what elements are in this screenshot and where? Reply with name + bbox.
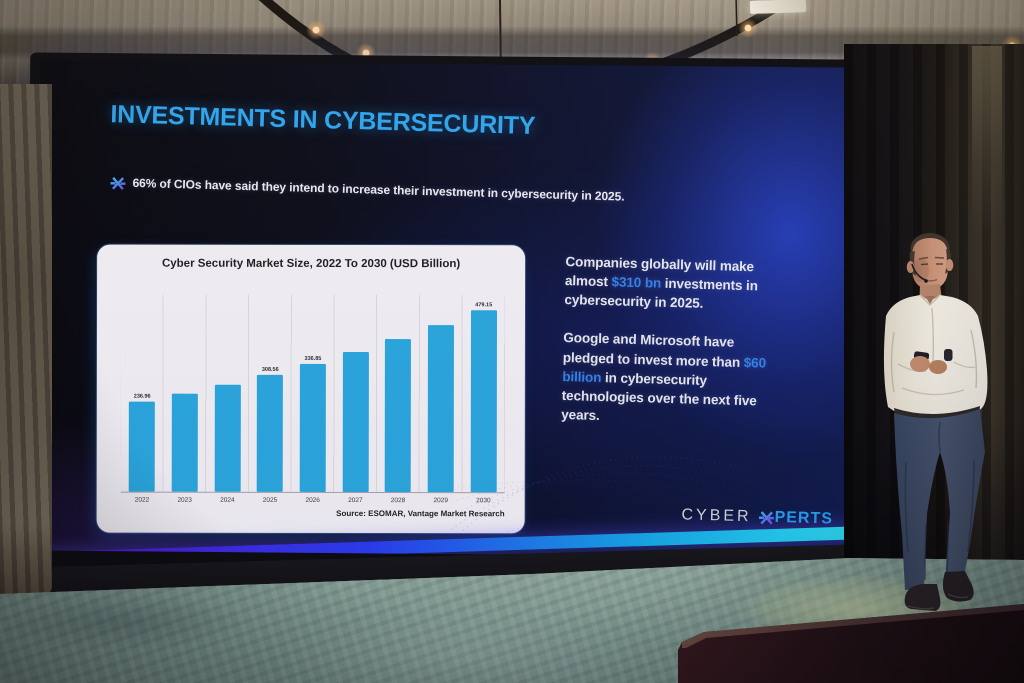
stat-paragraph-google-microsoft: Google and Microsoft have pledged to inv…: [561, 328, 774, 430]
bar-year-label: 2025: [262, 496, 278, 504]
bar-year-label: 2028: [390, 497, 406, 505]
bar: [385, 339, 412, 493]
bar-slot: [419, 295, 462, 493]
bar: [257, 374, 284, 492]
bar-year-label: 2026: [305, 496, 320, 504]
bar-year-label: 2022: [134, 496, 150, 504]
ceiling-light-fixture: [749, 0, 807, 14]
bar-value-label: 479.15: [475, 302, 493, 309]
speaker-hands: [910, 349, 953, 374]
stat-highlight-310bn: $310 bn: [611, 274, 662, 291]
bar: [299, 363, 326, 492]
bar: [214, 384, 241, 492]
bullet-text: 66% of CIOs have said they intend to inc…: [132, 175, 625, 204]
stat-text: Google and Microsoft have pledged to inv…: [562, 330, 744, 370]
cyberxperts-x-logo-icon: [759, 510, 775, 525]
cyberxperts-logo: CYBER PERTS: [681, 506, 833, 528]
speaker-shirt: [883, 294, 988, 419]
bar: [342, 352, 369, 493]
bar-year-label: 2024: [220, 496, 235, 504]
chart-plot: 236.96 308.56 336.85 479.15: [120, 294, 506, 494]
bar-year-label: 2030: [476, 497, 491, 505]
bar-value-label: 336.85: [304, 355, 322, 362]
logo-text-cyber: CYBER: [681, 506, 752, 526]
bar-slot: 236.96: [121, 295, 164, 492]
slide: INVESTMENTS IN CYBERSECURITY 66% of CIOs…: [35, 60, 849, 558]
concrete-pillar: [972, 46, 1002, 236]
cyberxperts-x-icon: [110, 177, 126, 190]
wristwatch: [944, 349, 953, 361]
logo-text-perts: PERTS: [774, 508, 834, 528]
bar-year-label: 2027: [348, 496, 363, 505]
bar: [171, 393, 198, 492]
chart-card: Cyber Security Market Size, 2022 To 2030…: [96, 244, 526, 534]
speaker-jeans: [894, 409, 985, 590]
bar-slot: 308.56: [249, 295, 292, 492]
bar-value-label: 236.96: [133, 393, 151, 400]
bar: [427, 325, 455, 493]
speaker: [883, 233, 988, 611]
slide-title: INVESTMENTS IN CYBERSECURITY: [110, 100, 536, 141]
speaker-neck: [919, 284, 942, 300]
speaker-head: [906, 233, 954, 290]
chart-source: Source: ESOMAR, Vantage Market Research: [336, 508, 505, 519]
headset-mic: [911, 263, 926, 281]
bar-slot: 336.85: [291, 295, 334, 492]
bar: [470, 310, 497, 493]
bar: [129, 401, 156, 492]
bar-slot: [163, 295, 206, 492]
chart-title: Cyber Security Market Size, 2022 To 2030…: [161, 257, 461, 271]
presentation-screen: INVESTMENTS IN CYBERSECURITY 66% of CIOs…: [25, 52, 859, 584]
stat-paragraph-investments: Companies globally will make almost $310…: [564, 252, 776, 315]
slide-content: INVESTMENTS IN CYBERSECURITY 66% of CIOs…: [36, 60, 848, 557]
stats-column: Companies globally will make almost $310…: [560, 252, 775, 449]
left-curtain: [0, 84, 52, 596]
bar-slot: [334, 295, 377, 493]
bar-year-label: 2029: [433, 497, 448, 505]
bar-value-label: 308.56: [261, 366, 279, 373]
bullet-row: 66% of CIOs have said they intend to inc…: [110, 175, 750, 208]
speaker-shoes: [904, 571, 974, 611]
bar-slot: [377, 295, 420, 493]
chart-x-axis: 2022 2023 2024 2025 2026 2027 2028 2029 2030: [121, 497, 505, 505]
bar-slot: 479.15: [462, 295, 505, 493]
bar-year-label: 2023: [177, 496, 192, 504]
bar-slot: [206, 295, 249, 492]
